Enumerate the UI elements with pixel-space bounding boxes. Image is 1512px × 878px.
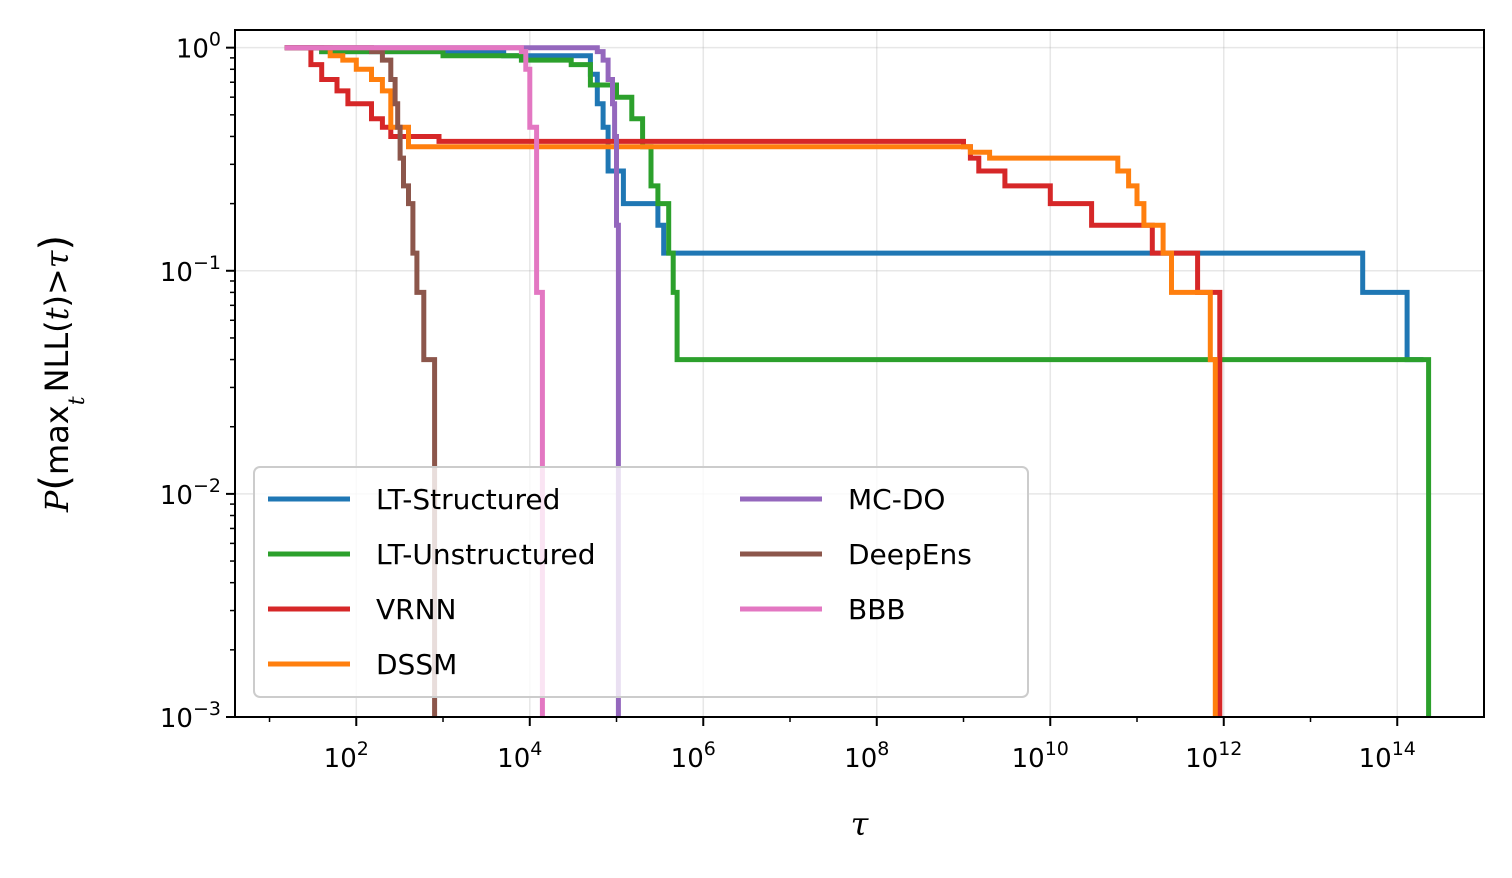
svg-text:P(maxtNLL(t)>τ): P(maxtNLL(t)>τ) [32, 235, 90, 513]
y-label-tau: τ [38, 249, 76, 268]
legend-label: MC-DO [848, 483, 945, 516]
x-tick-label: 1014 [1359, 738, 1416, 774]
y-label-body: NLL( [38, 320, 76, 392]
series-line-vrnn [284, 45, 1223, 717]
plot-frame [234, 29, 1485, 718]
series-line-lt-unstructured [284, 45, 1432, 717]
y-tick-label: 10−1 [160, 252, 221, 288]
x-tick-label: 108 [844, 738, 889, 774]
y-axis-label: P(maxtNLL(t)>τ) [32, 235, 90, 513]
y-label-sub: t [65, 396, 90, 405]
series-layer [284, 45, 1432, 717]
y-label-p: P [38, 490, 76, 513]
legend-label: VRNN [376, 593, 457, 626]
y-label-max: max [38, 405, 76, 475]
y-tick-label: 10−2 [160, 475, 221, 511]
series-line-dssm [284, 45, 1218, 717]
series-line-lt-structured [284, 45, 1424, 363]
y-label-t: t [38, 307, 76, 320]
y-label-close: )> [38, 268, 76, 307]
legend-label: LT-Structured [376, 483, 560, 516]
series-line-deepens [284, 45, 438, 717]
legend-label: BBB [848, 593, 906, 626]
x-tick-label: 104 [497, 738, 542, 774]
y-tick-label: 10−3 [160, 698, 221, 734]
x-tick-label: 102 [324, 738, 369, 774]
x-axis-label: τ [851, 805, 870, 843]
axis-ticks: 102 104 106 108 1010 1012 1014 100 10−1 10−2 10−3 [160, 29, 1416, 774]
y-tick-label: 100 [176, 29, 221, 65]
x-tick-label: 1012 [1185, 738, 1242, 774]
legend-box [253, 466, 1029, 698]
legend-label: DeepEns [848, 538, 972, 571]
legend-label: DSSM [376, 648, 457, 681]
x-tick-label: 106 [671, 738, 716, 774]
series-line-bbb [284, 45, 545, 717]
x-tick-label: 1010 [1012, 738, 1069, 774]
legend-label: LT-Unstructured [376, 538, 595, 571]
legend: LT-Structured LT-Unstructured VRNN DSSM MC-D… [253, 466, 1029, 698]
